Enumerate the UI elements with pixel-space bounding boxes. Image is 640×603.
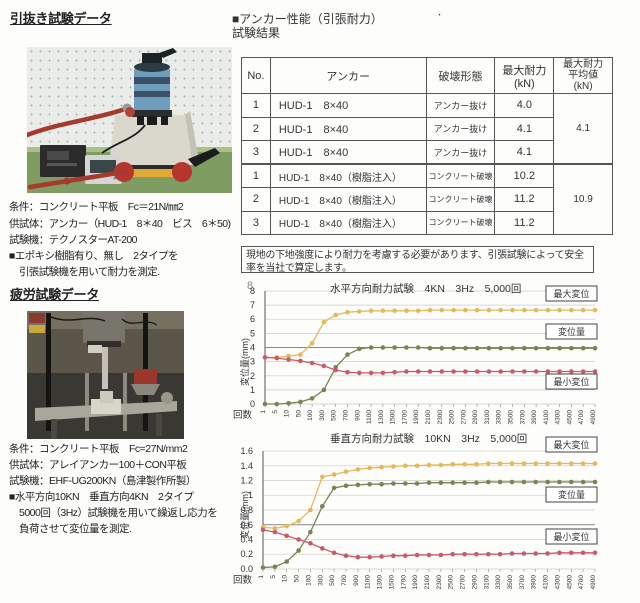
svg-text:0.0: 0.0 <box>240 564 253 574</box>
svg-text:回数: 回数 <box>233 574 253 586</box>
svg-text:4900: 4900 <box>590 575 597 590</box>
svg-text:1900: 1900 <box>412 575 419 590</box>
svg-text:2500: 2500 <box>448 575 455 590</box>
svg-text:最小変位: 最小変位 <box>553 531 589 542</box>
svg-text:100: 100 <box>305 575 312 586</box>
svg-text:5: 5 <box>270 575 277 579</box>
svg-text:3300: 3300 <box>495 575 502 590</box>
svg-text:1100: 1100 <box>365 575 372 589</box>
svg-text:1: 1 <box>258 575 265 579</box>
svg-text:1300: 1300 <box>377 575 384 590</box>
svg-text:700: 700 <box>341 575 348 586</box>
svg-text:10: 10 <box>282 575 289 583</box>
svg-text:4300: 4300 <box>554 575 561 590</box>
svg-text:1.4: 1.4 <box>240 461 253 471</box>
svg-text:300: 300 <box>317 575 324 586</box>
svg-text:1700: 1700 <box>400 575 407 590</box>
svg-text:3900: 3900 <box>531 575 538 590</box>
svg-text:2100: 2100 <box>424 575 431 590</box>
svg-text:1500: 1500 <box>388 575 395 590</box>
svg-text:1.6: 1.6 <box>240 446 253 456</box>
svg-text:垂直方向耐力試験 10KN 3Hz 5,000回: 垂直方向耐力試験 10KN 3Hz 5,000回 <box>330 432 527 445</box>
svg-text:3100: 3100 <box>483 575 490 590</box>
svg-text:2300: 2300 <box>436 575 443 590</box>
svg-text:4700: 4700 <box>578 575 585 590</box>
svg-text:0.2: 0.2 <box>240 549 253 559</box>
svg-text:3500: 3500 <box>507 575 514 590</box>
svg-text:500: 500 <box>329 575 336 586</box>
svg-text:50: 50 <box>294 575 301 583</box>
svg-text:900: 900 <box>353 575 360 586</box>
svg-text:最大変位: 最大変位 <box>553 439 589 450</box>
svg-text:4100: 4100 <box>543 575 550 590</box>
svg-text:1.2: 1.2 <box>240 476 253 486</box>
svg-text:2900: 2900 <box>471 575 478 590</box>
svg-text:3700: 3700 <box>519 575 526 590</box>
svg-text:変位量(mm): 変位量(mm) <box>239 491 250 539</box>
svg-text:変位量: 変位量 <box>558 489 585 500</box>
svg-text:4500: 4500 <box>566 575 573 590</box>
svg-text:2700: 2700 <box>460 575 467 590</box>
